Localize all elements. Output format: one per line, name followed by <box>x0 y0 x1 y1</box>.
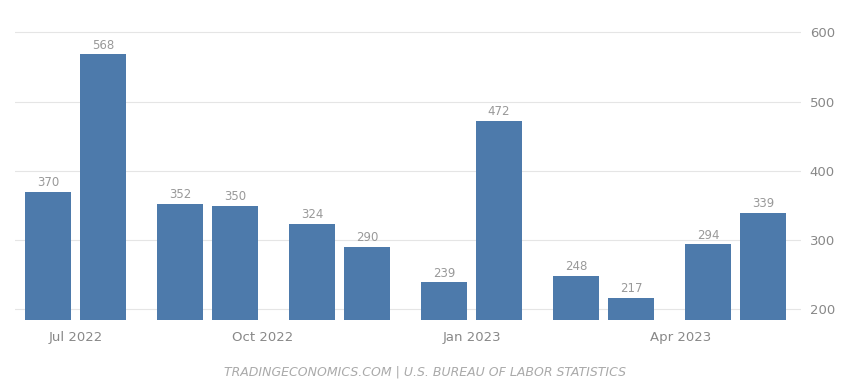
Text: 290: 290 <box>356 231 378 244</box>
Bar <box>476 121 522 386</box>
Bar <box>684 244 731 386</box>
Bar <box>80 54 127 386</box>
Text: 324: 324 <box>301 208 323 221</box>
Bar <box>740 213 786 386</box>
Text: 350: 350 <box>224 190 246 203</box>
Bar <box>212 205 258 386</box>
Bar <box>289 223 336 386</box>
Bar <box>421 283 468 386</box>
Text: 248: 248 <box>564 261 587 273</box>
Text: 472: 472 <box>488 105 510 118</box>
Text: 217: 217 <box>620 282 643 295</box>
Text: 352: 352 <box>169 188 191 201</box>
Text: 370: 370 <box>37 176 60 189</box>
Text: 339: 339 <box>751 197 774 210</box>
Text: TRADINGECONOMICS.COM | U.S. BUREAU OF LABOR STATISTICS: TRADINGECONOMICS.COM | U.S. BUREAU OF LA… <box>224 365 626 378</box>
Bar <box>608 298 654 386</box>
Bar <box>343 247 390 386</box>
Text: 239: 239 <box>433 267 455 280</box>
Bar <box>156 204 203 386</box>
Text: 294: 294 <box>697 229 719 242</box>
Bar <box>25 192 71 386</box>
Bar <box>552 276 599 386</box>
Text: 568: 568 <box>92 39 114 52</box>
